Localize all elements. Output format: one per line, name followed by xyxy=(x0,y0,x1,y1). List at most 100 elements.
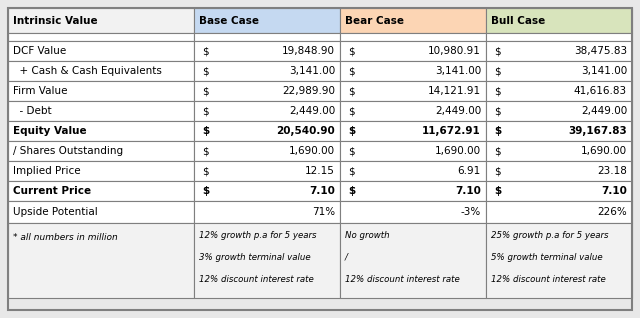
Bar xyxy=(8,8,194,33)
Text: Bear Case: Bear Case xyxy=(345,16,404,25)
Text: $: $ xyxy=(348,186,355,196)
Text: Intrinsic Value: Intrinsic Value xyxy=(13,16,98,25)
Bar xyxy=(194,161,340,181)
Bar xyxy=(340,81,486,101)
Text: 6.91: 6.91 xyxy=(458,166,481,176)
Text: 2,449.00: 2,449.00 xyxy=(289,106,335,116)
Text: 11,672.91: 11,672.91 xyxy=(422,126,481,136)
Text: 12% discount interest rate: 12% discount interest rate xyxy=(491,275,605,284)
Text: $: $ xyxy=(348,46,355,56)
Bar xyxy=(194,61,340,81)
Text: $: $ xyxy=(348,106,355,116)
Bar xyxy=(194,33,340,41)
Text: Current Price: Current Price xyxy=(13,186,91,196)
Text: 12% growth p.a for 5 years: 12% growth p.a for 5 years xyxy=(199,231,317,240)
Text: $: $ xyxy=(202,186,209,196)
Bar xyxy=(194,141,340,161)
Text: * all numbers in million: * all numbers in million xyxy=(13,233,118,242)
Bar xyxy=(340,223,486,298)
Text: 226%: 226% xyxy=(597,207,627,217)
Bar xyxy=(8,41,194,61)
Text: - Debt: - Debt xyxy=(13,106,52,116)
Bar xyxy=(8,61,194,81)
Text: 10,980.91: 10,980.91 xyxy=(428,46,481,56)
Bar xyxy=(486,41,632,61)
Bar xyxy=(486,33,632,41)
Bar xyxy=(194,8,340,33)
Bar xyxy=(340,8,486,33)
Bar xyxy=(486,61,632,81)
Text: $: $ xyxy=(202,126,209,136)
Bar xyxy=(194,121,340,141)
Text: 12% discount interest rate: 12% discount interest rate xyxy=(345,275,460,284)
Text: + Cash & Cash Equivalents: + Cash & Cash Equivalents xyxy=(13,66,162,76)
Bar xyxy=(8,223,194,298)
Bar xyxy=(486,201,632,223)
Bar xyxy=(194,223,340,298)
Text: 14,121.91: 14,121.91 xyxy=(428,86,481,96)
Text: $: $ xyxy=(202,166,209,176)
Text: 3,141.00: 3,141.00 xyxy=(580,66,627,76)
Text: 22,989.90: 22,989.90 xyxy=(282,86,335,96)
Text: 5% growth terminal value: 5% growth terminal value xyxy=(491,253,603,262)
Bar xyxy=(340,61,486,81)
Text: 2,449.00: 2,449.00 xyxy=(435,106,481,116)
Bar xyxy=(194,181,340,201)
Bar xyxy=(486,81,632,101)
Text: 1,690.00: 1,690.00 xyxy=(435,146,481,156)
Bar xyxy=(8,121,194,141)
Text: $: $ xyxy=(348,86,355,96)
Text: 38,475.83: 38,475.83 xyxy=(574,46,627,56)
Text: 12.15: 12.15 xyxy=(305,166,335,176)
Bar xyxy=(8,101,194,121)
Bar xyxy=(340,33,486,41)
Text: Base Case: Base Case xyxy=(199,16,259,25)
Text: 7.10: 7.10 xyxy=(455,186,481,196)
Bar xyxy=(8,141,194,161)
Text: $: $ xyxy=(348,66,355,76)
Bar xyxy=(8,81,194,101)
Text: 3,141.00: 3,141.00 xyxy=(289,66,335,76)
Text: $: $ xyxy=(494,146,500,156)
Bar xyxy=(486,121,632,141)
Text: 23.18: 23.18 xyxy=(597,166,627,176)
Text: $: $ xyxy=(202,106,209,116)
Text: 20,540.90: 20,540.90 xyxy=(276,126,335,136)
Bar xyxy=(340,201,486,223)
Text: 71%: 71% xyxy=(312,207,335,217)
Text: 7.10: 7.10 xyxy=(309,186,335,196)
Text: $: $ xyxy=(494,46,500,56)
Text: $: $ xyxy=(494,86,500,96)
Bar xyxy=(340,181,486,201)
Text: 12% discount interest rate: 12% discount interest rate xyxy=(199,275,314,284)
Bar xyxy=(194,41,340,61)
Text: $: $ xyxy=(202,146,209,156)
Bar xyxy=(486,181,632,201)
Text: $: $ xyxy=(494,66,500,76)
Text: 3,141.00: 3,141.00 xyxy=(435,66,481,76)
Text: 39,167.83: 39,167.83 xyxy=(568,126,627,136)
Text: 2,449.00: 2,449.00 xyxy=(580,106,627,116)
Bar xyxy=(340,121,486,141)
Text: 1,690.00: 1,690.00 xyxy=(289,146,335,156)
Bar xyxy=(194,101,340,121)
Text: / Shares Outstanding: / Shares Outstanding xyxy=(13,146,123,156)
Bar xyxy=(8,33,194,41)
Text: $: $ xyxy=(494,126,501,136)
Text: Bull Case: Bull Case xyxy=(491,16,545,25)
Text: $: $ xyxy=(494,106,500,116)
Text: $: $ xyxy=(202,66,209,76)
Bar xyxy=(340,141,486,161)
Bar xyxy=(8,181,194,201)
Text: Upside Potential: Upside Potential xyxy=(13,207,98,217)
Bar xyxy=(194,201,340,223)
Bar xyxy=(486,161,632,181)
Text: 1,690.00: 1,690.00 xyxy=(581,146,627,156)
Text: No growth: No growth xyxy=(345,231,390,240)
Bar xyxy=(486,8,632,33)
Text: $: $ xyxy=(348,146,355,156)
Bar xyxy=(8,161,194,181)
Bar xyxy=(194,81,340,101)
Bar xyxy=(340,41,486,61)
Text: DCF Value: DCF Value xyxy=(13,46,67,56)
